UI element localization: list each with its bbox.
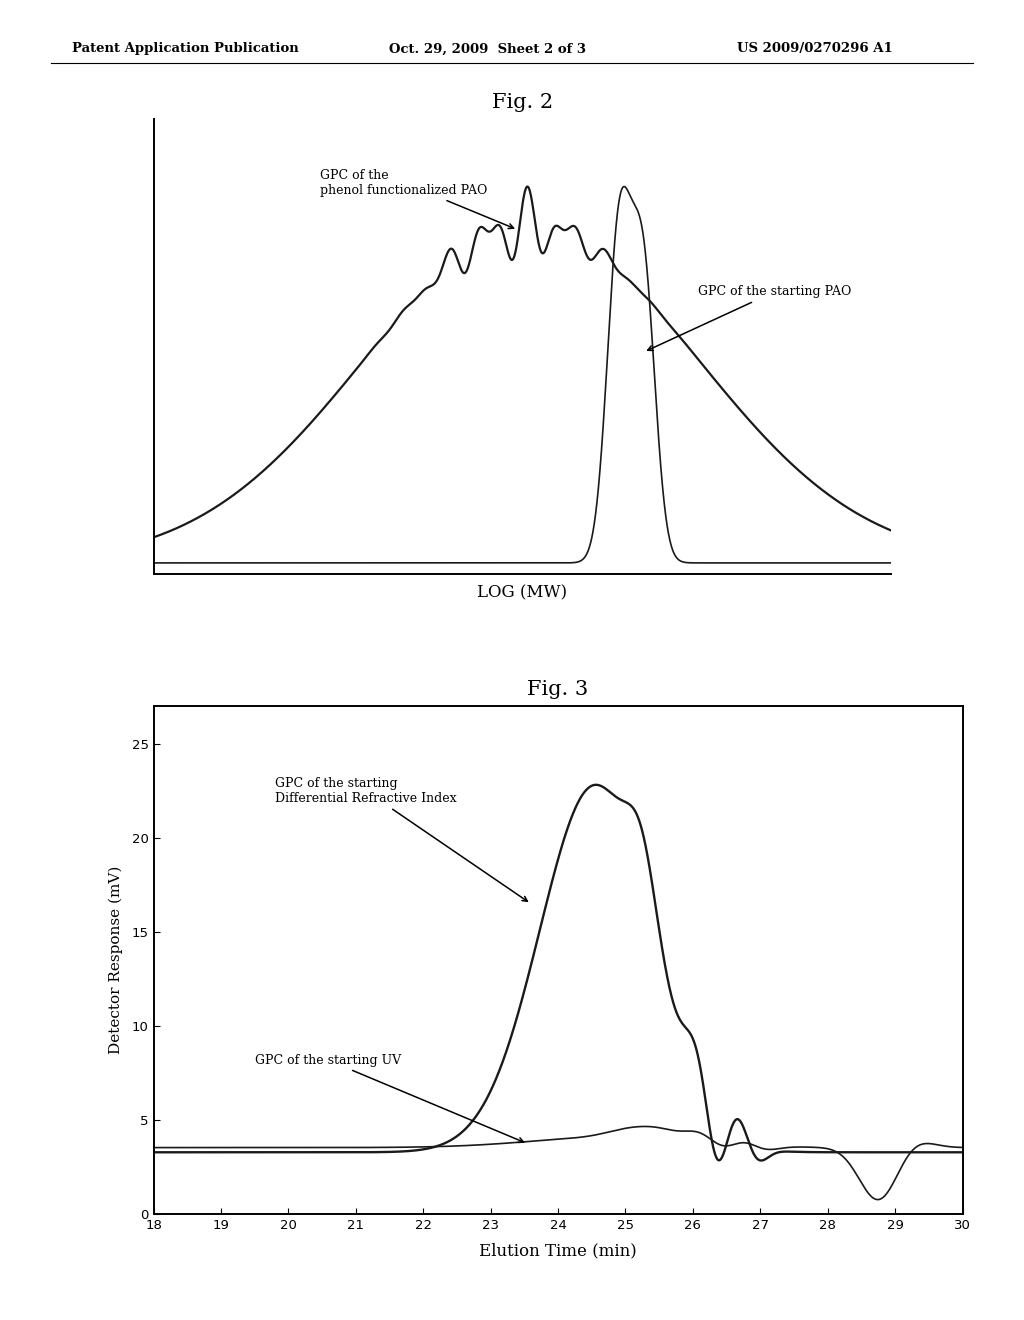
X-axis label: LOG (MW): LOG (MW) bbox=[477, 583, 567, 601]
Title: Fig. 2: Fig. 2 bbox=[492, 92, 553, 112]
Y-axis label: Detector Response (mV): Detector Response (mV) bbox=[109, 866, 124, 1055]
Text: GPC of the starting PAO: GPC of the starting PAO bbox=[648, 285, 851, 350]
Text: GPC of the
phenol functionalized PAO: GPC of the phenol functionalized PAO bbox=[319, 169, 514, 228]
Text: US 2009/0270296 A1: US 2009/0270296 A1 bbox=[737, 42, 893, 55]
Text: Oct. 29, 2009  Sheet 2 of 3: Oct. 29, 2009 Sheet 2 of 3 bbox=[389, 42, 586, 55]
Title: Fig. 3: Fig. 3 bbox=[527, 680, 589, 700]
Text: GPC of the starting
Differential Refractive Index: GPC of the starting Differential Refract… bbox=[274, 777, 527, 902]
X-axis label: Elution Time (min): Elution Time (min) bbox=[479, 1242, 637, 1259]
Text: GPC of the starting UV: GPC of the starting UV bbox=[255, 1053, 523, 1142]
Text: Patent Application Publication: Patent Application Publication bbox=[72, 42, 298, 55]
